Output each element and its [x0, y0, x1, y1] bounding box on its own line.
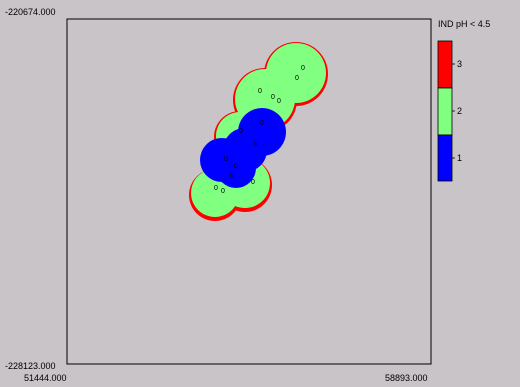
legend-label-3: 3 [457, 59, 463, 69]
x-min-label: 51444.000 [24, 373, 67, 383]
y-max-label: -220674.000 [5, 7, 56, 17]
legend-label-2: 2 [457, 106, 463, 116]
point-label: 0 [295, 75, 299, 82]
point-label: 0 [277, 98, 281, 105]
plot-frame [66, 18, 432, 365]
point-label: 0 [271, 94, 275, 101]
point-label: 0 [224, 156, 228, 163]
sample-points: 0 0 0 0 0 0 0 0 0 0 0 0 0 0 [214, 65, 305, 195]
point-label: 0 [251, 179, 255, 186]
point-label: 0 [301, 65, 305, 72]
point-label: 0 [221, 188, 225, 195]
point-label: 0 [254, 141, 258, 148]
legend-color-bar [437, 40, 455, 182]
point-label: 0 [234, 163, 238, 170]
y-min-label: -228123.000 [5, 361, 56, 371]
class-1-area [200, 108, 286, 188]
x-max-label: 58893.000 [385, 373, 428, 383]
point-label: 0 [260, 120, 264, 127]
legend-label-1: 1 [457, 153, 463, 163]
point-label: 0 [214, 185, 218, 192]
legend-title: IND pH < 4.5 [438, 19, 491, 29]
point-label: 0 [239, 128, 243, 135]
point-label: 0 [230, 173, 234, 180]
point-label: 0 [258, 88, 262, 95]
